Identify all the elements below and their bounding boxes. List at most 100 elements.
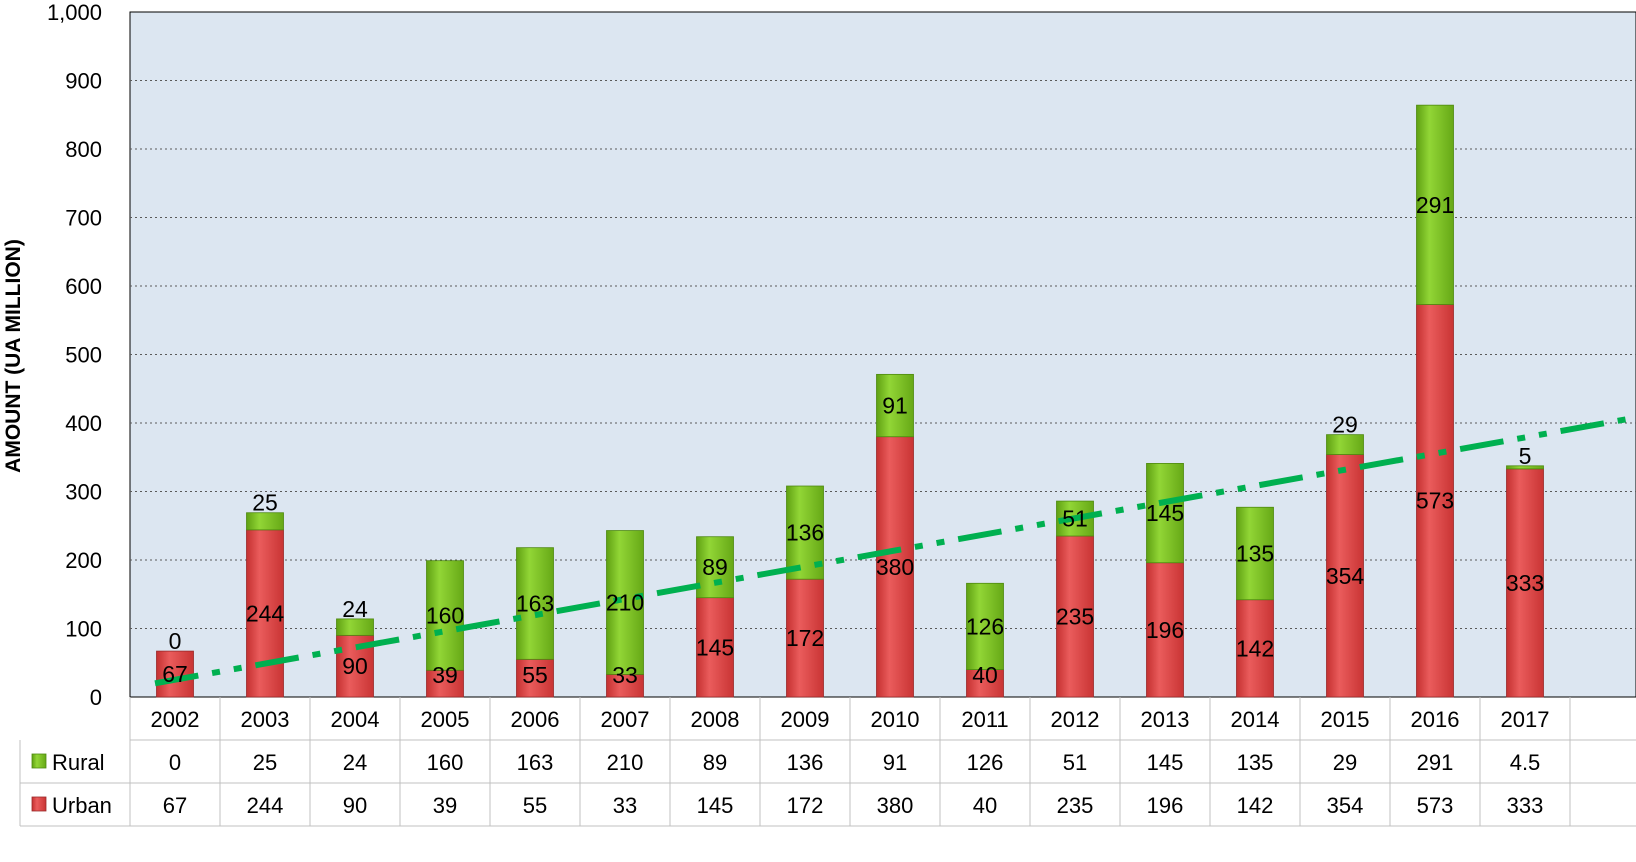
table-cell: 235 [1057, 793, 1094, 818]
table-cell: 172 [787, 793, 824, 818]
bar-rural [426, 560, 464, 671]
bar-rural [876, 373, 914, 438]
data-label-rural: 5 [1519, 443, 1532, 469]
data-label-urban: 235 [1056, 604, 1094, 630]
x-category-label: 2016 [1411, 707, 1460, 732]
bar-rural [1236, 506, 1274, 601]
data-label-rural: 163 [516, 590, 554, 616]
trendline [154, 414, 1636, 687]
y-tick-label: 700 [65, 206, 102, 231]
table-cell: 380 [877, 793, 914, 818]
data-label-rural: 89 [702, 554, 728, 580]
bar-rural [1506, 465, 1544, 470]
y-tick-label: 600 [65, 274, 102, 299]
data-label-rural: 25 [252, 490, 278, 516]
bar-urban [1416, 304, 1454, 698]
gridlines [130, 80, 1636, 629]
y-tick-label: 800 [65, 137, 102, 162]
data-label-urban: 333 [1506, 570, 1544, 596]
bar-rural [516, 547, 554, 660]
bar-urban [426, 669, 464, 698]
table-cell: 29 [1333, 750, 1357, 775]
bar-rural [696, 536, 734, 599]
bar-urban [876, 436, 914, 698]
data-label-rural: 126 [966, 613, 1004, 639]
table-cell: 90 [343, 793, 367, 818]
bar-rural [966, 582, 1004, 670]
legend-key-rural [31, 753, 47, 769]
table-cell: 196 [1147, 793, 1184, 818]
y-tick-label: 900 [65, 69, 102, 94]
bar-urban [1146, 562, 1184, 698]
x-category-label: 2005 [421, 707, 470, 732]
table-cell: 33 [613, 793, 637, 818]
legend-label-urban: Urban [52, 793, 112, 818]
x-category-label: 2009 [781, 707, 830, 732]
y-tick-label: 300 [65, 480, 102, 505]
data-label-urban: 40 [972, 662, 998, 688]
table-cell: 51 [1063, 750, 1087, 775]
y-tick-label: 100 [65, 617, 102, 642]
x-category-label: 2013 [1141, 707, 1190, 732]
bar-rural [336, 618, 374, 636]
y-tick-label: 0 [90, 685, 102, 710]
y-tick-label: 1,000 [47, 0, 102, 25]
data-label-rural: 29 [1332, 412, 1358, 438]
bar-urban [1326, 454, 1364, 698]
table-cell: 244 [247, 793, 284, 818]
data-label-rural: 24 [342, 596, 368, 622]
table-cell: 136 [787, 750, 824, 775]
table-cell: 163 [517, 750, 554, 775]
y-tick-label: 200 [65, 548, 102, 573]
x-category-label: 2003 [241, 707, 290, 732]
data-label-rural: 0 [169, 628, 182, 654]
table-cell: 210 [607, 750, 644, 775]
bar-urban [1506, 468, 1544, 698]
data-label-urban: 39 [432, 662, 458, 688]
legend-label-rural: Rural [52, 750, 105, 775]
data-label-rural: 91 [882, 393, 908, 419]
table-cell: 126 [967, 750, 1004, 775]
table-cell: 40 [973, 793, 997, 818]
data-label-urban: 380 [876, 554, 914, 580]
y-tick-label: 500 [65, 343, 102, 368]
table-cell: 291 [1417, 750, 1454, 775]
table-cell: 4.5 [1510, 750, 1541, 775]
bar-rural [246, 512, 284, 531]
bar-urban [516, 658, 554, 698]
y-tick-label: 400 [65, 411, 102, 436]
data-label-rural: 136 [786, 520, 824, 546]
bar-urban [786, 578, 824, 698]
data-label-rural: 145 [1146, 500, 1184, 526]
data-label-urban: 90 [342, 653, 368, 679]
data-label-urban: 145 [696, 634, 734, 660]
data-label-urban: 55 [522, 662, 548, 688]
table-cell: 55 [523, 793, 547, 818]
bar-urban [246, 529, 284, 698]
bar-urban [696, 597, 734, 698]
bar-rural [1146, 463, 1184, 564]
table-cell: 25 [253, 750, 277, 775]
data-label-urban: 142 [1236, 635, 1274, 661]
data-label-urban: 172 [786, 625, 824, 651]
data-label-urban: 196 [1146, 617, 1184, 643]
table-cell: 24 [343, 750, 367, 775]
bar-rural [606, 530, 644, 675]
data-label-urban: 244 [246, 600, 285, 626]
table-cell: 160 [427, 750, 464, 775]
legend-key-urban [31, 796, 47, 812]
table-cell: 67 [163, 793, 187, 818]
table-cell: 573 [1417, 793, 1454, 818]
y-axis-tick-labels: 0 100 200 300 400 500 600 700 800 900 1,000 [47, 0, 102, 710]
x-category-label: 2010 [871, 707, 920, 732]
table-cell: 354 [1327, 793, 1364, 818]
x-category-label: 2014 [1231, 707, 1280, 732]
table-cell: 135 [1237, 750, 1274, 775]
data-label-rural: 291 [1416, 192, 1454, 218]
data-label-urban: 573 [1416, 488, 1454, 514]
table-cell: 145 [697, 793, 734, 818]
x-category-label: 2006 [511, 707, 560, 732]
bar-rural [1416, 104, 1454, 305]
data-labels: 67 0 244 25 90 24 39 160 55 163 33 210 145 89 172 136 38… [162, 192, 1544, 688]
